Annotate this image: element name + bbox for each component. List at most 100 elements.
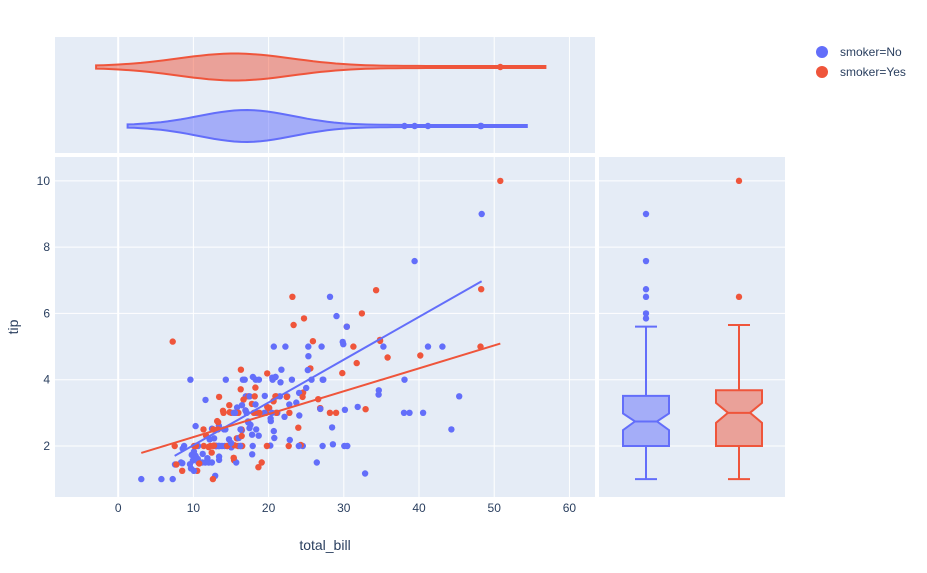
box-outlier-point xyxy=(735,177,743,185)
scatter-point xyxy=(326,409,334,416)
scatter-point xyxy=(236,442,244,450)
box-yes xyxy=(715,389,763,447)
scatter-point xyxy=(318,343,325,350)
scatter-point xyxy=(424,343,432,350)
scatter-point xyxy=(286,401,293,408)
scatter-point xyxy=(237,426,244,433)
scatter-point xyxy=(278,366,285,373)
scatter-point xyxy=(281,413,288,420)
violin-outlier-point xyxy=(497,63,504,71)
x-tick-label: 50 xyxy=(488,501,502,515)
scatter-point xyxy=(261,392,268,400)
scatter-point xyxy=(187,376,194,383)
scatter-point xyxy=(290,321,297,329)
scatter-point xyxy=(237,386,244,393)
scatter-point xyxy=(328,424,336,431)
tick-labels: 0 10 20 30 40 50 60 2 4 6 8 10 xyxy=(37,174,577,515)
scatter-point xyxy=(478,210,485,218)
scatter-point xyxy=(319,442,326,450)
scatter-point xyxy=(361,470,369,477)
x-axis-title: total_bill xyxy=(299,537,350,553)
scatter-point xyxy=(354,403,361,411)
scatter-point xyxy=(200,426,207,433)
scatter-point xyxy=(299,393,306,401)
scatter-point xyxy=(339,338,346,346)
scatter-point xyxy=(289,293,296,300)
scatter-point xyxy=(240,396,247,403)
scatter-point xyxy=(329,441,337,448)
scatter-point xyxy=(411,257,418,265)
scatter-point xyxy=(226,402,233,409)
scatter-point xyxy=(286,409,293,416)
scatter-point xyxy=(372,287,380,294)
scatter-point xyxy=(305,353,312,360)
scatter-point xyxy=(215,442,222,450)
scatter-point xyxy=(362,406,369,413)
scatter-point xyxy=(339,369,346,377)
scatter-point xyxy=(208,449,215,456)
main-plot-background xyxy=(55,157,595,497)
legend-item-yes[interactable]: smoker=Yes xyxy=(816,65,906,79)
scatter-point xyxy=(478,286,485,293)
box-outlier-point xyxy=(735,293,743,301)
scatter-point xyxy=(272,373,279,381)
scatter-point xyxy=(138,475,145,483)
scatter-point xyxy=(277,379,284,386)
violin-outlier-point xyxy=(478,122,485,130)
violin-outlier-point xyxy=(424,122,432,130)
violin-outlier-point xyxy=(401,122,408,130)
scatter-point xyxy=(237,366,245,373)
scatter-point xyxy=(215,456,223,464)
scatter-point xyxy=(192,422,199,430)
scatter-point xyxy=(358,310,366,317)
y-tick-label: 6 xyxy=(43,306,50,320)
scatter-point xyxy=(252,384,259,391)
scatter-point xyxy=(303,384,310,392)
scatter-point xyxy=(313,459,320,466)
scatter-point xyxy=(205,443,212,451)
violin-outlier-point xyxy=(411,122,418,130)
scatter-point xyxy=(401,376,408,383)
scatter-point xyxy=(238,432,245,440)
scatter-point xyxy=(264,370,271,377)
scatter-point xyxy=(258,459,265,466)
scatter-point xyxy=(222,376,229,383)
scatter-point xyxy=(270,427,277,435)
box-marginal xyxy=(622,177,763,481)
scatter-point xyxy=(341,442,348,450)
x-tick-label: 20 xyxy=(262,501,276,515)
scatter-point xyxy=(202,396,209,404)
scatter-point xyxy=(171,442,178,450)
scatter-point xyxy=(400,409,408,416)
scatter-point xyxy=(253,426,260,433)
scatter-point xyxy=(233,404,241,411)
scatter-point xyxy=(255,464,262,471)
scatter-point xyxy=(419,409,427,416)
scatter-point xyxy=(179,467,186,474)
scatter-point xyxy=(267,415,274,422)
scatter-point xyxy=(300,315,308,322)
scatter-point xyxy=(251,393,258,400)
scatter-point xyxy=(238,402,246,409)
scatter-point xyxy=(256,409,263,416)
scatter-point xyxy=(263,442,271,450)
y-tick-label: 8 xyxy=(43,240,50,254)
scatter-point xyxy=(271,434,278,442)
scatter-point xyxy=(242,407,249,414)
scatter-point xyxy=(285,442,292,450)
scatter-point xyxy=(497,177,504,185)
legend-marker-yes xyxy=(816,66,828,78)
x-tick-label: 30 xyxy=(337,501,351,515)
legend-marker-no xyxy=(816,46,828,58)
legend: smoker=No smoker=Yes xyxy=(816,45,906,79)
scatter-point xyxy=(173,461,180,468)
scatter-point xyxy=(214,418,222,426)
scatter-point xyxy=(239,376,247,383)
scatter-point xyxy=(375,387,382,394)
scatter-point xyxy=(246,393,253,400)
scatter-point xyxy=(231,409,239,416)
legend-label-no: smoker=No xyxy=(840,45,902,59)
scatter-point xyxy=(288,376,296,383)
legend-item-no[interactable]: smoker=No xyxy=(816,45,902,59)
box-outlier-point xyxy=(642,210,650,218)
